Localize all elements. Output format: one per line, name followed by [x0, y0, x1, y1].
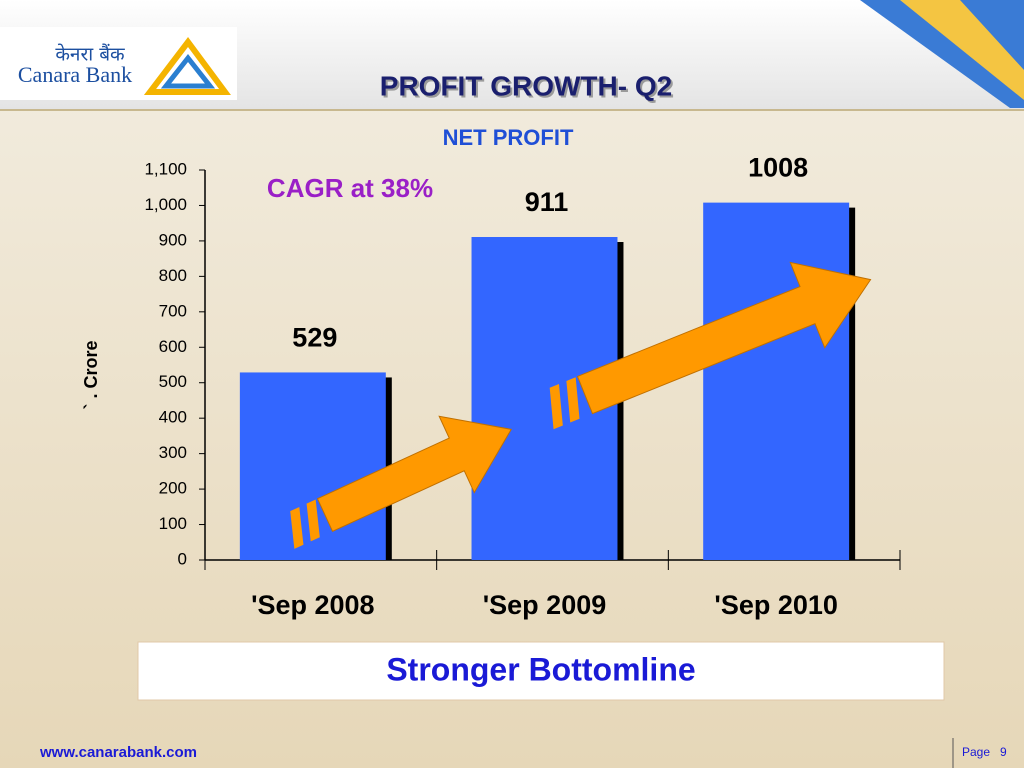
callout: Stronger Bottomline	[386, 651, 695, 687]
logo-hindi: केनरा बैंक	[55, 43, 125, 66]
y-tick-label: 0	[178, 549, 187, 568]
callout-box	[137, 641, 945, 701]
y-tick-label: 500	[159, 372, 187, 391]
bar	[703, 202, 850, 561]
value-label: 529	[292, 323, 337, 353]
y-tick-label: 1,000	[144, 195, 187, 214]
x-tick-label: 'Sep 2010	[714, 590, 838, 620]
slide-title: PROFIT GROWTH- Q2	[380, 70, 672, 101]
annotation: CAGR at 38%	[267, 173, 433, 203]
x-tick-label: 'Sep 2009	[483, 590, 607, 620]
plot: 0 100 200 300 400 500 600 700 800 900 1,000 1,100 'S…	[144, 153, 901, 620]
growth-arrows	[290, 261, 872, 549]
y-axis-label: ` . Crore	[81, 340, 101, 409]
y-tick-label: 100	[159, 514, 187, 533]
y-tick-label: 800	[159, 266, 187, 285]
footer-url: www.canarabank.com	[39, 744, 197, 761]
y-tick-label: 300	[159, 443, 187, 462]
y-tick-label: 200	[159, 479, 187, 498]
logo-mark	[143, 36, 231, 95]
value-label: 911	[525, 187, 569, 217]
page-label: Page	[962, 745, 990, 759]
value-label: 1008	[748, 153, 808, 183]
title-shadow: PROFIT GROWTH- Q2	[382, 72, 674, 103]
y-tick-label: 400	[159, 408, 187, 427]
y-tick-label: 900	[159, 230, 187, 249]
y-tick-label: 600	[159, 337, 187, 356]
x-tick-label: 'Sep 2008	[251, 590, 375, 620]
chart-title: NET PROFIT	[443, 125, 574, 150]
y-tick-label: 700	[159, 301, 187, 320]
header-stripe	[900, 0, 1024, 100]
page-number: 9	[1000, 745, 1007, 759]
logo-name: Canara Bank	[18, 62, 132, 87]
y-tick-label: 1,100	[144, 159, 187, 178]
